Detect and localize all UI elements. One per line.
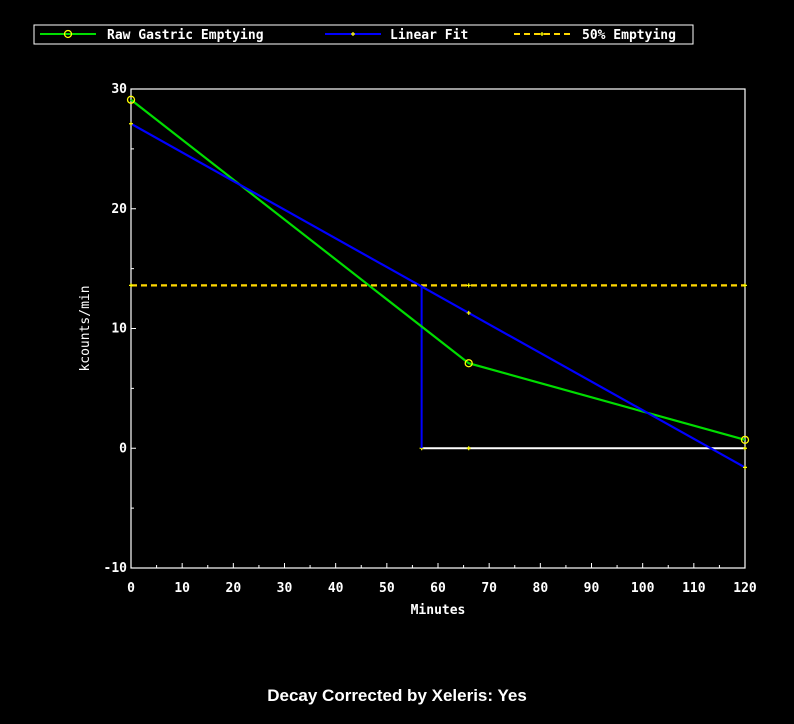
x-axis-label: Minutes bbox=[411, 603, 466, 618]
series-1-point-0 bbox=[129, 121, 133, 126]
x-tick-label-12: 120 bbox=[733, 581, 757, 596]
series-line-1 bbox=[130, 122, 746, 469]
gastric-emptying-chart: Raw Gastric Emptying Linear Fit 50% Emptyi… bbox=[33, 24, 757, 618]
y-axis-label: kcounts/min bbox=[78, 285, 93, 371]
decay-correction-note: Decay Corrected by Xeleris: Yes bbox=[267, 686, 527, 705]
x-tick-label-0: 0 bbox=[127, 581, 135, 596]
x-tick-label-6: 60 bbox=[430, 581, 446, 596]
x-tick-label-4: 40 bbox=[328, 581, 344, 596]
series-0-point-2 bbox=[740, 435, 750, 445]
y-tick-label-0: -10 bbox=[104, 561, 128, 576]
legend-label-2: 50% Emptying bbox=[582, 28, 676, 43]
legend-marker-2 bbox=[540, 32, 544, 36]
series-2-point-1 bbox=[466, 283, 471, 288]
plot-frame bbox=[130, 88, 746, 569]
legend-label-0: Raw Gastric Emptying bbox=[107, 28, 264, 43]
legend-marker-0 bbox=[63, 29, 73, 39]
x-tick-label-1: 10 bbox=[174, 581, 190, 596]
x-tick-label-9: 90 bbox=[584, 581, 600, 596]
x-tick-label-2: 20 bbox=[226, 581, 242, 596]
series-0-point-0 bbox=[126, 95, 136, 104]
y-tick-label-4: 30 bbox=[111, 82, 127, 97]
series-line-0 bbox=[130, 98, 746, 441]
x-tick-label-8: 80 bbox=[533, 581, 549, 596]
series-2-point-2 bbox=[743, 283, 747, 288]
y-tick-label-3: 20 bbox=[111, 202, 127, 217]
baseline-marker-1 bbox=[466, 446, 471, 451]
series-1-point-1 bbox=[466, 310, 471, 315]
series-1-point-2 bbox=[743, 465, 747, 470]
legend-label-1: Linear Fit bbox=[390, 28, 468, 43]
x-tick-label-10: 100 bbox=[631, 581, 655, 596]
legend-marker-1 bbox=[351, 32, 355, 36]
series-2-point-0 bbox=[129, 283, 133, 288]
baseline-marker-2 bbox=[743, 446, 747, 451]
x-tick-label-5: 50 bbox=[379, 581, 395, 596]
series-0-point-1 bbox=[464, 359, 473, 368]
x-tick-label-3: 30 bbox=[277, 581, 293, 596]
y-tick-label-2: 10 bbox=[111, 322, 127, 337]
y-tick-label-1: 0 bbox=[119, 441, 127, 456]
x-tick-label-11: 110 bbox=[682, 581, 706, 596]
x-tick-label-7: 70 bbox=[481, 581, 497, 596]
